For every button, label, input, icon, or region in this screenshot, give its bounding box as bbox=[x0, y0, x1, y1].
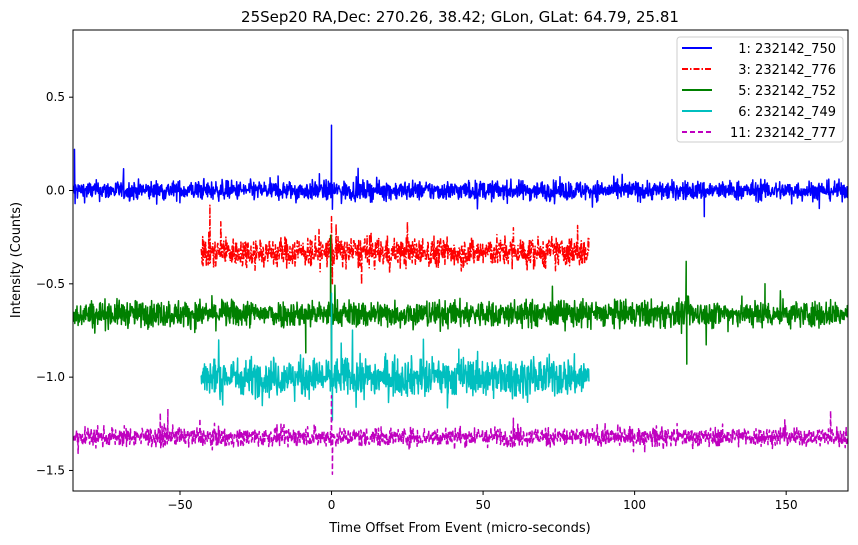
y-tick-label: −1.5 bbox=[36, 463, 65, 477]
series-line-1 bbox=[73, 124, 848, 218]
y-tick-label: 0.5 bbox=[46, 90, 65, 104]
legend-label: 6: 232142_749 bbox=[738, 105, 836, 120]
x-tick-label: 0 bbox=[328, 498, 336, 512]
x-tick-label: −50 bbox=[167, 498, 192, 512]
legend-box bbox=[676, 36, 844, 143]
series-layer bbox=[73, 124, 848, 475]
series-line-2 bbox=[200, 204, 590, 286]
x-axis: −50 0 50 100 150 bbox=[167, 491, 798, 512]
series-line-5 bbox=[73, 395, 848, 475]
y-axis-label: Intensity (Counts) bbox=[9, 202, 24, 318]
x-tick-label: 100 bbox=[623, 498, 646, 512]
legend-label: 11: 232142_777 bbox=[730, 126, 836, 141]
y-tick-label: −0.5 bbox=[36, 277, 65, 291]
x-axis-label: Time Offset From Event (micro-seconds) bbox=[328, 521, 591, 536]
y-tick-label: −1.0 bbox=[36, 370, 65, 384]
series-line-3 bbox=[73, 234, 848, 378]
legend: 1: 232142_750 3: 232142_776 5: 232142_752 6… bbox=[676, 36, 844, 143]
legend-label: 5: 232142_752 bbox=[738, 84, 836, 99]
series-line-4 bbox=[200, 292, 590, 421]
y-tick-label: 0.0 bbox=[46, 184, 65, 198]
x-tick-label: 50 bbox=[475, 498, 490, 512]
legend-label: 3: 232142_776 bbox=[738, 63, 836, 78]
x-tick-label: 150 bbox=[775, 498, 798, 512]
plot-frame bbox=[72, 29, 849, 492]
legend-label: 1: 232142_750 bbox=[738, 42, 836, 57]
chart-title: 25Sep20 RA,Dec: 270.26, 38.42; GLon, GLa… bbox=[241, 8, 679, 26]
y-axis: 0.5 0.0 −0.5 −1.0 −1.5 bbox=[36, 90, 73, 477]
